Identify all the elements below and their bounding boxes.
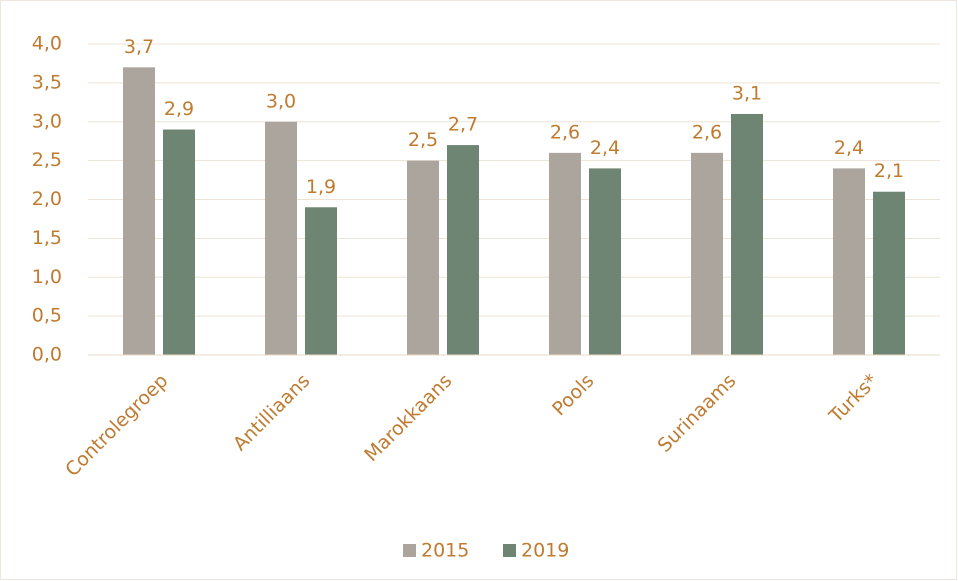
value-label: 2,1 — [874, 160, 904, 182]
y-tick-label: 3,5 — [32, 71, 62, 93]
y-tick-label: 3,0 — [32, 110, 62, 132]
bar — [589, 168, 621, 355]
legend-label: 2015 — [421, 540, 469, 562]
bar — [407, 160, 439, 355]
y-tick-label: 1,5 — [32, 227, 62, 249]
bar — [549, 152, 581, 355]
bar — [873, 191, 905, 355]
bar — [447, 145, 479, 355]
value-label: 3,1 — [732, 82, 762, 104]
bar — [691, 152, 723, 355]
value-label: 1,9 — [306, 176, 336, 198]
value-label: 2,4 — [834, 137, 864, 159]
value-label: 2,4 — [590, 137, 620, 159]
legend-swatch — [403, 544, 416, 557]
bar — [305, 207, 337, 355]
value-label: 2,9 — [164, 98, 194, 120]
value-label: 2,6 — [692, 121, 722, 143]
bar — [123, 67, 155, 355]
legend-label: 2019 — [521, 540, 569, 562]
y-tick-label: 2,0 — [32, 188, 62, 210]
bar — [731, 113, 763, 355]
value-label: 3,7 — [124, 36, 154, 58]
value-label: 2,7 — [448, 114, 478, 136]
value-label: 2,5 — [408, 129, 438, 151]
y-tick-label: 2,5 — [32, 149, 62, 171]
bar — [833, 168, 865, 355]
y-tick-label: 0,0 — [32, 344, 62, 366]
legend-swatch — [503, 544, 516, 557]
y-tick-label: 0,5 — [32, 305, 62, 327]
value-label: 3,0 — [266, 90, 296, 112]
y-tick-label: 4,0 — [32, 33, 62, 55]
value-label: 2,6 — [550, 121, 580, 143]
y-tick-label: 1,0 — [32, 266, 62, 288]
bar — [163, 129, 195, 355]
bar — [265, 121, 297, 355]
